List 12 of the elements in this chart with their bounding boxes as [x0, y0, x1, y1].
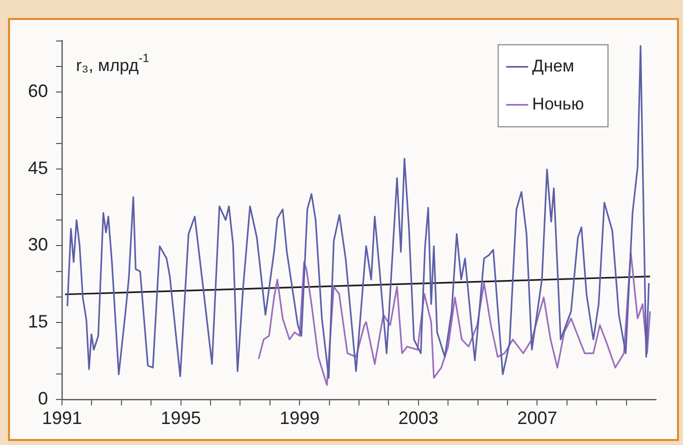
legend-label: Днем — [532, 56, 574, 76]
x-tick-label: 1991 — [42, 408, 82, 428]
x-tick-label: 2003 — [398, 408, 438, 428]
y-tick-label: 15 — [28, 312, 48, 332]
y-tick-label: 30 — [28, 234, 48, 255]
y-tick-label: 60 — [28, 80, 48, 101]
y-tick-label: 45 — [28, 158, 48, 178]
y-tick-label: 0 — [38, 388, 48, 408]
legend-label: Ночью — [532, 94, 584, 114]
x-tick-label: 1995 — [160, 408, 201, 428]
x-tick-label: 1999 — [280, 408, 320, 428]
x-tick-label: 2007 — [517, 408, 558, 428]
